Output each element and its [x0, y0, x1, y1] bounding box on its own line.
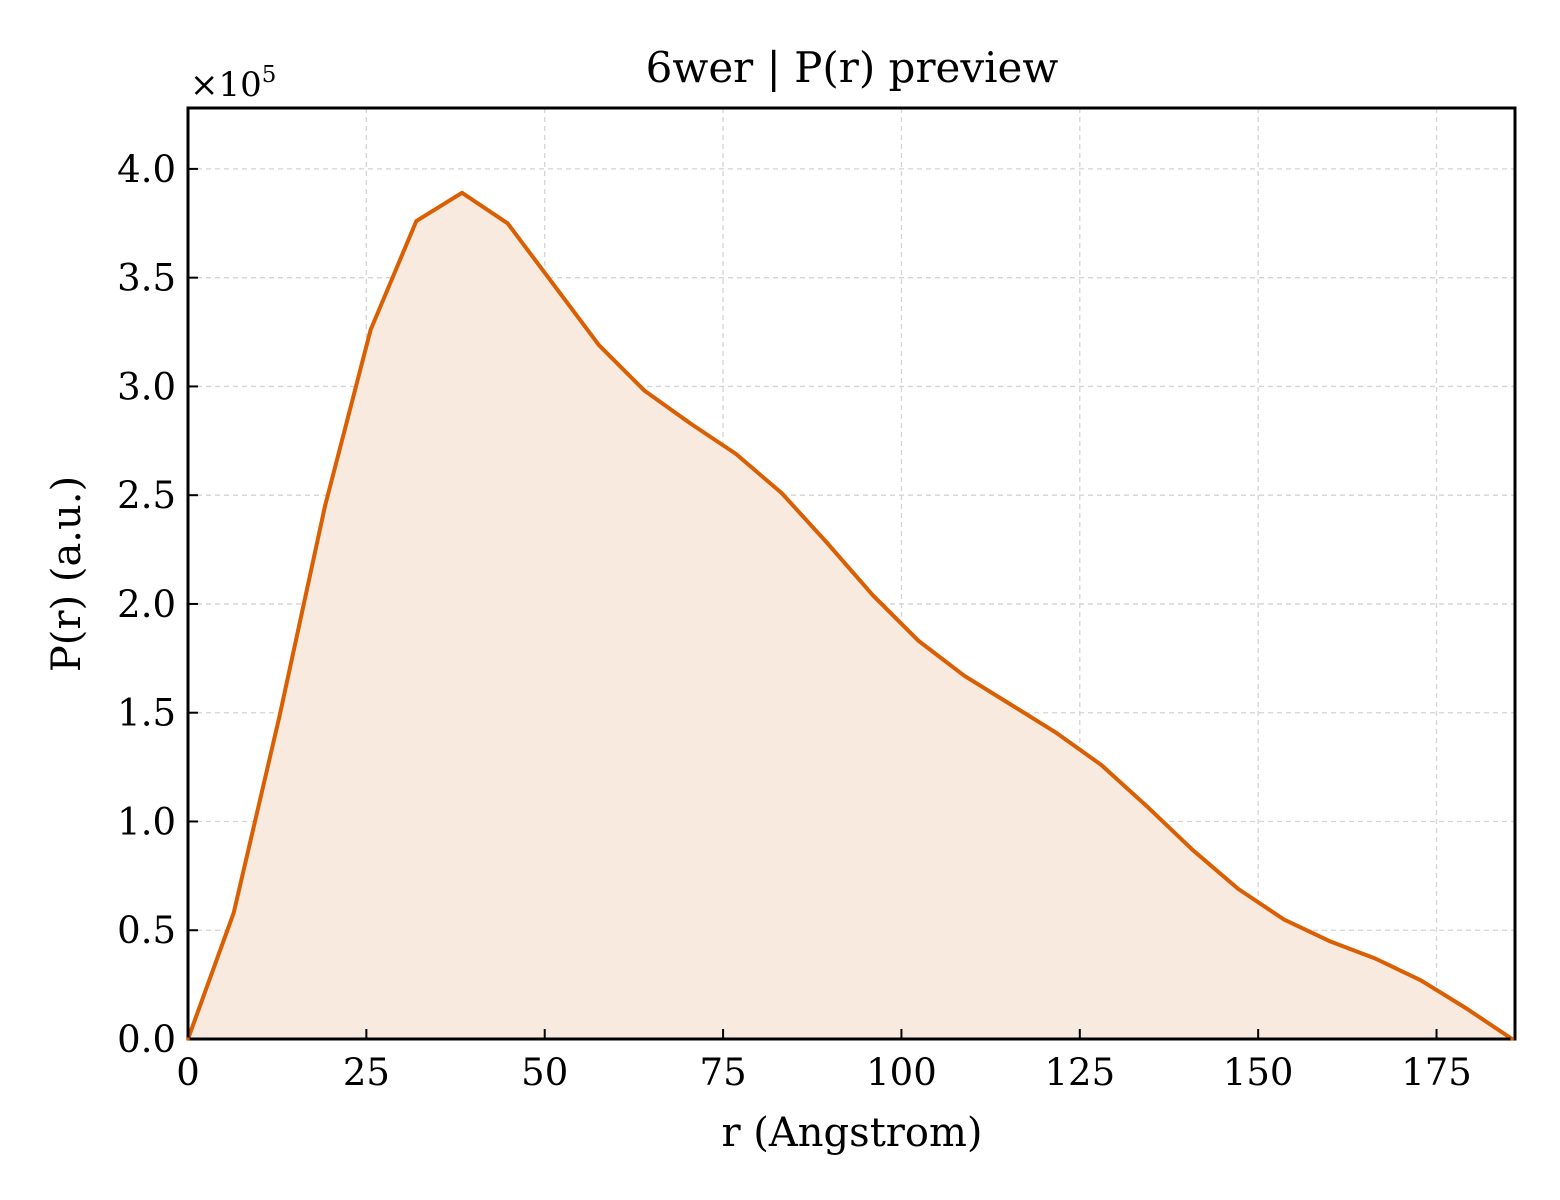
- data-point: [825, 541, 829, 545]
- data-point: [186, 1037, 190, 1041]
- x-tick-label: 150: [1223, 1051, 1294, 1094]
- y-tick-label: 3.5: [117, 257, 176, 300]
- pr-area-fill: [188, 192, 1513, 1040]
- data-point: [368, 328, 373, 332]
- data-point: [551, 282, 556, 287]
- data-points: [186, 191, 1514, 1041]
- y-tick-label: 0.0: [117, 1018, 176, 1061]
- x-tick-label: 50: [521, 1051, 568, 1094]
- y-tick-labels: 0.0 0.5 1.0 1.5 2.0 2.5 3.0 3.5 4.0: [117, 148, 176, 1061]
- data-point: [1145, 804, 1149, 809]
- data-point: [642, 389, 647, 393]
- y-tick-label: 2.5: [117, 474, 176, 517]
- chart-title: 6wer | P(r) preview: [646, 43, 1059, 92]
- data-point: [734, 452, 738, 456]
- data-point: [1190, 848, 1195, 852]
- data-point: [460, 191, 464, 195]
- data-point: [1327, 939, 1332, 943]
- data-point: [323, 504, 327, 508]
- pr-series-line: [186, 190, 1514, 1041]
- data-point: [779, 491, 784, 495]
- x-axis-label: r (Angstrom): [721, 1110, 982, 1156]
- data-point: [962, 673, 966, 678]
- x-tick-label: 175: [1401, 1051, 1472, 1094]
- data-point: [688, 421, 693, 426]
- data-point: [1236, 887, 1240, 891]
- y-tick-label: 1.5: [117, 692, 176, 735]
- y-tick-label: 3.0: [117, 365, 176, 408]
- y-offset-base: ×10: [190, 65, 262, 105]
- data-point: [1464, 1006, 1469, 1011]
- y-offset-exponent: 5: [262, 62, 277, 88]
- tick-marks: [187, 167, 1438, 1040]
- x-tick-label: 125: [1044, 1051, 1115, 1094]
- data-point: [1099, 763, 1103, 767]
- data-point: [1419, 978, 1423, 983]
- x-tick-label: 100: [866, 1051, 937, 1094]
- x-tick-labels: 0 25 50 75 100 125 150 175: [176, 1051, 1472, 1094]
- data-point: [1008, 702, 1012, 706]
- data-point: [597, 343, 601, 347]
- y-axis-label: P(r) (a.u.): [44, 476, 90, 672]
- y-offset-label: ×105: [190, 62, 276, 105]
- x-tick-label: 75: [700, 1051, 747, 1094]
- data-point: [231, 911, 236, 915]
- data-point: [1282, 917, 1286, 922]
- data-point: [916, 639, 921, 643]
- data-point: [1373, 956, 1377, 961]
- x-tick-label: 0: [176, 1051, 200, 1094]
- data-point: [1053, 730, 1058, 735]
- plot-frame: [186, 106, 1517, 1041]
- data-point: [414, 219, 419, 223]
- data-point: [277, 715, 282, 719]
- data-point: [1510, 1037, 1514, 1041]
- y-tick-label: 0.5: [117, 909, 176, 952]
- x-tick-label: 25: [343, 1051, 390, 1094]
- data-point: [871, 593, 875, 598]
- data-point: [505, 221, 510, 226]
- y-tick-label: 4.0: [117, 148, 176, 191]
- y-tick-label: 1.0: [117, 800, 176, 843]
- y-tick-label: 2.0: [117, 583, 176, 626]
